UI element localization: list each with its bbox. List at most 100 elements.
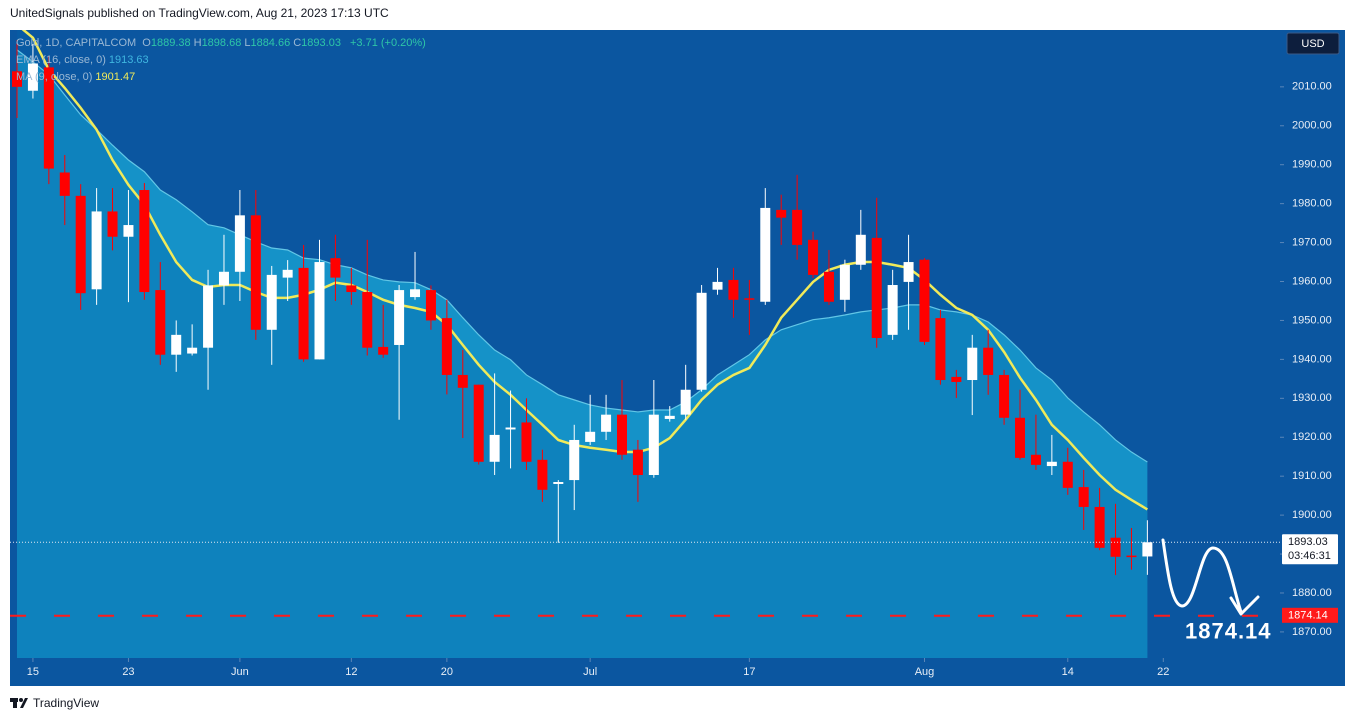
ema-name: EMA (16, close, 0) xyxy=(16,54,106,66)
candle-body xyxy=(1094,506,1105,548)
candle-body xyxy=(839,264,850,300)
candle-body xyxy=(553,482,564,484)
candle-body xyxy=(91,211,102,290)
candle-body xyxy=(489,434,500,462)
y-tick-label: 1980.00 xyxy=(1292,198,1332,210)
candle-body xyxy=(75,195,86,294)
x-tick-label: 22 xyxy=(1157,666,1169,678)
candle-body xyxy=(951,376,962,382)
candle-body xyxy=(855,234,866,265)
x-tick-label: Jun xyxy=(231,666,249,678)
ohlc: O1889.38 H1898.68 L1884.66 C1893.03 xyxy=(142,37,344,49)
candle-body xyxy=(203,285,214,348)
candle-body xyxy=(1142,542,1153,557)
candle-body xyxy=(59,172,70,196)
candle-body xyxy=(792,209,803,245)
level-label: 1874.14 xyxy=(1288,610,1328,622)
candle-body xyxy=(744,298,755,300)
x-tick-label: 15 xyxy=(27,666,39,678)
ohlc-value: 1893.03 xyxy=(301,37,341,49)
candle-body xyxy=(648,414,659,476)
symbol-title: Gold, 1D, CAPITALCOM xyxy=(16,37,137,49)
plot-area xyxy=(10,30,1280,658)
ohlc-value: 1889.38 xyxy=(150,37,191,49)
y-tick-label: 1870.00 xyxy=(1292,626,1332,638)
candle-body xyxy=(12,71,23,87)
legend-ema: EMA (16, close, 0) 1913.63 xyxy=(16,52,429,69)
candle-body xyxy=(999,374,1010,418)
candle-body xyxy=(346,285,357,293)
candle-body xyxy=(1030,454,1041,465)
last-price-label: 1893.03 xyxy=(1288,536,1328,548)
candle-body xyxy=(155,290,166,355)
candle-body xyxy=(903,262,914,282)
y-tick-label: 1940.00 xyxy=(1292,353,1332,365)
last-price-box xyxy=(1282,534,1338,565)
candle-body xyxy=(282,269,293,278)
candle-body xyxy=(1078,487,1089,507)
candle-body xyxy=(569,439,580,481)
candle-body xyxy=(1126,555,1137,558)
footer-brand: TradingView xyxy=(33,696,99,710)
candle-body xyxy=(696,292,707,390)
candle-body xyxy=(362,292,373,348)
candle-body xyxy=(330,258,341,278)
ohlc-label: C xyxy=(293,37,302,49)
candle-body xyxy=(537,459,548,490)
ema-area xyxy=(17,49,1148,658)
candle-body xyxy=(171,334,182,355)
candle-body xyxy=(871,237,882,338)
candle-body xyxy=(378,346,389,355)
drawn-arrow xyxy=(1161,538,1260,616)
candle-body xyxy=(760,207,771,302)
y-tick-label: 1960.00 xyxy=(1292,275,1332,287)
candle-body xyxy=(967,347,978,381)
candle-body xyxy=(394,290,405,345)
y-tick-label: 2010.00 xyxy=(1292,81,1332,93)
ohlc-value: 1898.68 xyxy=(201,37,242,49)
candle-body xyxy=(632,449,643,476)
legend-ma: MA (9, close, 0) 1901.47 xyxy=(16,69,429,86)
y-tick-label: 1880.00 xyxy=(1292,587,1332,599)
candle-body xyxy=(410,289,421,298)
candle-body xyxy=(27,63,38,91)
currency-button[interactable] xyxy=(1286,32,1340,55)
candle-body xyxy=(983,347,994,375)
candle-body xyxy=(298,267,309,360)
currency-label[interactable]: USD xyxy=(1301,38,1324,50)
y-tick-label: 1920.00 xyxy=(1292,431,1332,443)
ema-line xyxy=(16,49,1148,463)
ohlc-value: 1884.66 xyxy=(250,37,291,49)
y-tick-label: 1930.00 xyxy=(1292,392,1332,404)
tradingview-logo xyxy=(10,698,28,708)
x-tick-label: 20 xyxy=(441,666,453,678)
candle-body xyxy=(187,347,198,354)
ma-name: MA (9, close, 0) xyxy=(16,71,93,83)
level-box xyxy=(1282,607,1338,623)
ma-area xyxy=(17,30,1148,658)
overlay: 1870.001880.001890.001900.001910.001920.… xyxy=(27,81,1338,678)
candle-body xyxy=(266,274,277,330)
candle-body xyxy=(919,259,930,342)
candle-body xyxy=(425,290,436,321)
x-tick-label: 12 xyxy=(345,666,357,678)
candle-body xyxy=(1046,461,1057,467)
y-tick-label: 1900.00 xyxy=(1292,509,1332,521)
candle-body xyxy=(441,318,452,375)
candle-body xyxy=(776,209,787,218)
ohlc-label: H xyxy=(193,37,202,49)
candle-body xyxy=(457,374,468,388)
ema-value: 1913.63 xyxy=(108,54,149,66)
countdown: 03:46:31 xyxy=(1288,550,1331,562)
x-tick-label: Jul xyxy=(583,666,597,678)
candle-body xyxy=(616,414,627,455)
y-tick-label: 1910.00 xyxy=(1292,470,1332,482)
ohlc-label: L xyxy=(244,37,251,49)
change: +3.71 (+0.20%) xyxy=(350,37,426,49)
candle-body xyxy=(1062,461,1073,488)
candle-body xyxy=(250,215,261,330)
candle-body xyxy=(521,422,532,462)
x-tick-label: 14 xyxy=(1062,666,1074,678)
